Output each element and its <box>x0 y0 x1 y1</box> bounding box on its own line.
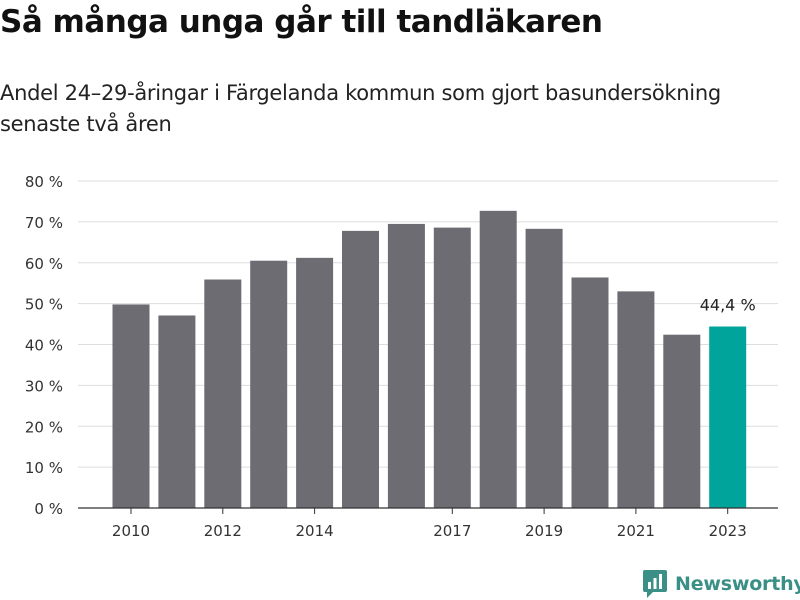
data-label-2023: 44,4 % <box>700 296 756 315</box>
bar-2023 <box>709 326 747 508</box>
y-tick-label: 40 % <box>25 337 63 355</box>
bar-2016 <box>387 223 425 508</box>
brand-name: Newsworthy <box>675 573 800 595</box>
newsworthy-brand[interactable]: Newsworthy <box>643 569 800 599</box>
y-tick-label: 20 % <box>25 418 63 436</box>
bar-2018 <box>479 210 517 508</box>
y-tick-label: 60 % <box>25 255 63 273</box>
bar-2011 <box>158 315 196 508</box>
bar-2021 <box>617 291 655 508</box>
bar-2012 <box>204 279 242 508</box>
y-tick-label: 80 % <box>25 173 63 191</box>
bar-chart: 0 % 10 % 20 % 30 % 40 % 50 % 60 % 70 % 80 % 2010 2… <box>25 173 778 540</box>
y-tick-label: 50 % <box>25 296 63 314</box>
bar-2014 <box>296 257 334 508</box>
x-tick-label: 2021 <box>617 522 655 540</box>
bar-2019 <box>525 228 563 508</box>
x-tick-label: 2019 <box>525 522 563 540</box>
chart-title: Så många unga går till tandläkaren <box>0 4 603 40</box>
newsworthy-logo-icon <box>643 570 667 598</box>
bar-2013 <box>250 260 288 508</box>
y-tick-label: 0 % <box>34 500 63 518</box>
bar-2017 <box>433 227 471 508</box>
x-tick-label: 2017 <box>433 522 471 540</box>
chart-subtitle: Andel 24–29-åringar i Färgelanda kommun … <box>0 81 721 136</box>
bar-2015 <box>342 230 379 508</box>
bar-2010 <box>112 304 150 508</box>
y-tick-label: 70 % <box>25 214 63 232</box>
x-tick-label: 2012 <box>204 522 242 540</box>
bar-2020 <box>571 277 609 508</box>
bar-2022 <box>663 334 701 508</box>
y-tick-label: 30 % <box>25 377 63 395</box>
y-tick-label: 10 % <box>25 459 63 477</box>
x-tick-label: 2010 <box>112 522 150 540</box>
x-tick-label: 2014 <box>296 522 334 540</box>
x-tick-label: 2023 <box>709 522 747 540</box>
